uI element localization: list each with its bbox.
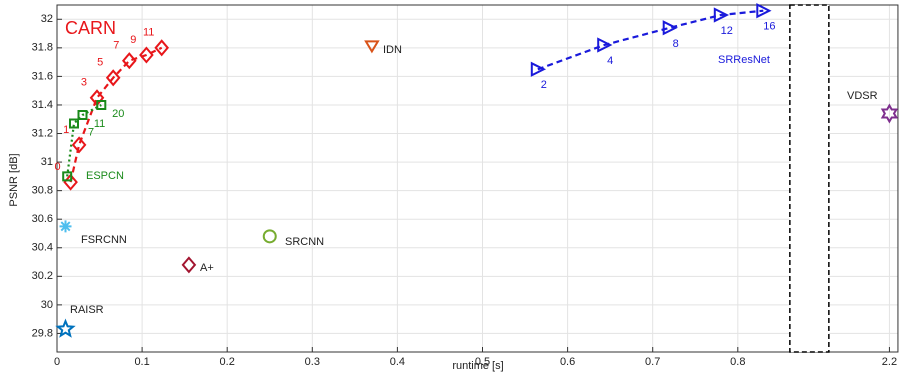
point-label: 4: [607, 55, 613, 67]
point-label: 11: [94, 118, 105, 130]
y-tick-label: 30: [41, 299, 53, 311]
marker: [364, 40, 380, 54]
point-label: 12: [721, 25, 733, 37]
y-tick-label: 31.8: [32, 42, 53, 54]
series-name: VDSR: [847, 90, 878, 102]
series-name: IDN: [383, 44, 402, 56]
marker: [880, 103, 899, 124]
plot-frame: [56, 4, 899, 353]
marker: [597, 37, 613, 53]
marker: [262, 229, 277, 244]
x-tick-label: 0.7: [645, 356, 660, 368]
marker: [59, 220, 72, 233]
series-line: [69, 46, 163, 183]
marker: [77, 110, 88, 120]
x-tick-label: 0.8: [730, 356, 745, 368]
marker: [662, 20, 678, 36]
y-tick-label: 30.6: [32, 213, 53, 225]
y-tick-label: 31: [41, 156, 53, 168]
point-label: 11: [143, 27, 154, 39]
y-tick-label: 29.8: [32, 327, 53, 339]
series-name: RAISR: [70, 304, 104, 316]
marker: [530, 61, 547, 77]
y-axis-label: PSNR [dB]: [8, 153, 20, 206]
marker: [62, 171, 73, 182]
marker: [713, 7, 730, 23]
y-tick-label: 30.8: [32, 185, 53, 197]
marker: [105, 69, 121, 87]
x-tick-label: 2.2: [882, 356, 897, 368]
axis-break: [789, 4, 830, 353]
series-name: A+: [200, 262, 214, 274]
series-name: FSRCNN: [81, 234, 127, 246]
series-name: CARN: [65, 18, 116, 38]
marker: [181, 256, 197, 274]
y-tick-label: 31.2: [32, 127, 53, 139]
marker: [55, 318, 76, 338]
series-name: ESPCN: [86, 170, 124, 182]
y-tick-label: 31.6: [32, 70, 53, 82]
y-tick-label: 30.4: [32, 242, 53, 254]
marker: [71, 136, 87, 154]
x-tick-label: 0: [54, 356, 60, 368]
x-tick-label: 0.5: [475, 356, 490, 368]
point-label: 2: [541, 79, 547, 91]
series-line: [66, 104, 102, 177]
point-label: 3: [81, 77, 87, 89]
point-label: 9: [130, 34, 136, 46]
x-axis-label: runtime [s]: [452, 360, 503, 372]
x-tick-label: 0.6: [560, 356, 575, 368]
x-tick-label: 0.2: [220, 356, 235, 368]
y-tick-label: 31.4: [32, 99, 53, 111]
series-name: SRResNet: [718, 54, 770, 66]
y-tick-label: 32: [41, 13, 53, 25]
point-label: 1: [63, 124, 69, 136]
x-tick-label: 0.4: [390, 356, 405, 368]
point-label: 20: [112, 108, 124, 120]
series-line: [537, 9, 764, 71]
marker: [756, 3, 772, 19]
point-label: 7: [88, 126, 94, 138]
point-label: 8: [673, 38, 679, 50]
marker: [139, 46, 154, 64]
y-tick-label: 30.2: [32, 270, 53, 282]
point-label: 16: [763, 21, 775, 33]
x-tick-label: 0.1: [134, 356, 149, 368]
x-tick-label: 0.3: [305, 356, 320, 368]
series-name: SRCNN: [285, 236, 324, 248]
point-label: 0: [55, 161, 61, 173]
marker: [121, 52, 137, 70]
point-label: 5: [97, 57, 103, 69]
marker: [154, 39, 170, 57]
marker: [96, 100, 107, 110]
point-label: 7: [113, 40, 119, 52]
marker: [69, 118, 79, 129]
